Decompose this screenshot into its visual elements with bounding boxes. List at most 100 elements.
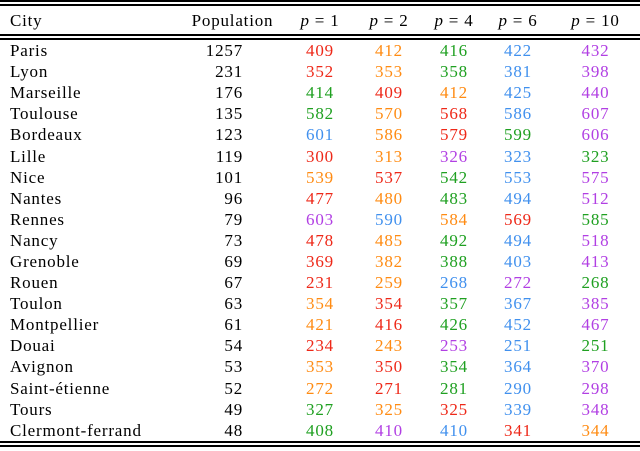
value-cell-p2: 410 — [375, 420, 403, 440]
value-cell-p10: 575 — [581, 167, 610, 187]
value-cell-p10: 251 — [581, 336, 610, 356]
value-cell-p10: 323 — [581, 146, 610, 166]
value-cell-p6: 586 — [504, 104, 532, 124]
value-cell-p1: 354 — [306, 294, 334, 314]
value-cell-p10: 467 — [581, 315, 610, 335]
value-cell-p2: 271 — [375, 378, 403, 398]
population-cell: 79 — [224, 209, 243, 229]
column-header-p4: p = 4 — [423, 3, 485, 37]
table-row: Rennes 79 603 590 584 569 585 — [0, 209, 640, 230]
value-cell-p6: 290 — [504, 378, 532, 398]
population-cell: 69 — [224, 251, 243, 271]
value-cell-p6: 364 — [504, 357, 532, 377]
value-cell-p4: 253 — [440, 336, 468, 356]
value-cell-p1: 409 — [306, 41, 334, 61]
value-cell-p4: 584 — [440, 209, 468, 229]
value-cell-p2: 412 — [375, 41, 403, 61]
value-cell-p10: 298 — [581, 378, 610, 398]
city-cell: Clermont-ferrand — [10, 420, 142, 440]
value-cell-p4: 412 — [440, 83, 468, 103]
math-variable-p: p — [300, 11, 310, 30]
value-cell-p2: 570 — [375, 104, 403, 124]
value-cell-p1: 272 — [306, 378, 334, 398]
value-cell-p1: 234 — [306, 336, 334, 356]
table-body: Paris 1257 409 412 416 422 432 Lyon 231 352 353 358… — [0, 37, 640, 444]
value-cell-p2: 409 — [375, 83, 403, 103]
population-cell: 123 — [215, 125, 243, 145]
column-header-p6: p = 6 — [485, 3, 551, 37]
table-row: Clermont-ferrand 48 408 410 410 341 344 — [0, 420, 640, 444]
table-row: Nancy 73 478 485 492 494 518 — [0, 230, 640, 251]
city-cell: Lyon — [10, 62, 49, 82]
value-cell-p1: 353 — [306, 357, 334, 377]
math-variable-p: p — [498, 11, 508, 30]
value-cell-p1: 539 — [306, 167, 334, 187]
value-cell-p2: 350 — [375, 357, 403, 377]
column-header-p1: p = 1 — [285, 3, 355, 37]
population-cell: 52 — [224, 378, 243, 398]
population-cell: 61 — [224, 315, 243, 335]
value-cell-p1: 327 — [306, 399, 334, 419]
city-cell: Marseille — [10, 83, 82, 103]
city-cell: Paris — [10, 41, 48, 61]
value-cell-p1: 231 — [306, 273, 334, 293]
value-cell-p10: 440 — [581, 83, 610, 103]
value-cell-p6: 494 — [504, 230, 532, 250]
value-cell-p4: 281 — [440, 378, 468, 398]
city-cell: Toulouse — [10, 104, 79, 124]
table-row: Tours 49 327 325 325 339 348 — [0, 399, 640, 420]
value-cell-p2: 354 — [375, 294, 403, 314]
value-cell-p4: 542 — [440, 167, 468, 187]
value-cell-p10: 348 — [581, 399, 610, 419]
population-cell: 54 — [224, 336, 243, 356]
column-header-population: Population — [191, 11, 274, 30]
city-cell: Bordeaux — [10, 125, 83, 145]
population-cell: 119 — [215, 146, 243, 166]
value-cell-p4: 325 — [440, 399, 468, 419]
value-cell-p1: 601 — [306, 125, 334, 145]
value-cell-p6: 425 — [504, 83, 532, 103]
city-cell: Nancy — [10, 230, 59, 250]
value-cell-p6: 599 — [504, 125, 532, 145]
value-cell-p1: 421 — [306, 315, 334, 335]
value-cell-p1: 478 — [306, 230, 334, 250]
value-cell-p10: 385 — [581, 294, 610, 314]
math-equals-value: = 1 — [309, 11, 340, 30]
value-cell-p6: 494 — [504, 188, 532, 208]
value-cell-p6: 452 — [504, 315, 532, 335]
table-row: Toulouse 135 582 570 568 586 607 — [0, 103, 640, 124]
population-cell: 67 — [224, 273, 243, 293]
population-cell: 48 — [224, 420, 243, 440]
table-row: Lyon 231 352 353 358 381 398 — [0, 61, 640, 82]
population-cell: 101 — [215, 167, 243, 187]
population-cell: 135 — [215, 104, 243, 124]
value-cell-p6: 339 — [504, 399, 532, 419]
value-cell-p10: 512 — [581, 188, 610, 208]
value-cell-p4: 357 — [440, 294, 468, 314]
math-equals-value: = 6 — [507, 11, 538, 30]
value-cell-p2: 480 — [375, 188, 403, 208]
value-cell-p10: 518 — [581, 230, 610, 250]
value-cell-p6: 341 — [504, 420, 532, 440]
population-cell: 49 — [224, 399, 243, 419]
value-cell-p1: 414 — [306, 83, 334, 103]
value-cell-p4: 354 — [440, 357, 468, 377]
city-cell: Lille — [10, 146, 47, 166]
value-cell-p1: 300 — [306, 146, 334, 166]
table-row: Toulon 63 354 354 357 367 385 — [0, 293, 640, 314]
value-cell-p2: 243 — [375, 336, 403, 356]
column-header-p2: p = 2 — [355, 3, 423, 37]
value-cell-p4: 416 — [440, 41, 468, 61]
value-cell-p10: 344 — [581, 420, 610, 440]
value-cell-p1: 369 — [306, 251, 334, 271]
table-row: Paris 1257 409 412 416 422 432 — [0, 37, 640, 61]
table-row: Montpellier 61 421 416 426 452 467 — [0, 314, 640, 335]
city-cell: Toulon — [10, 294, 63, 314]
city-cell: Saint-étienne — [10, 378, 111, 398]
math-equals-value: = 4 — [443, 11, 474, 30]
value-cell-p6: 272 — [504, 273, 532, 293]
